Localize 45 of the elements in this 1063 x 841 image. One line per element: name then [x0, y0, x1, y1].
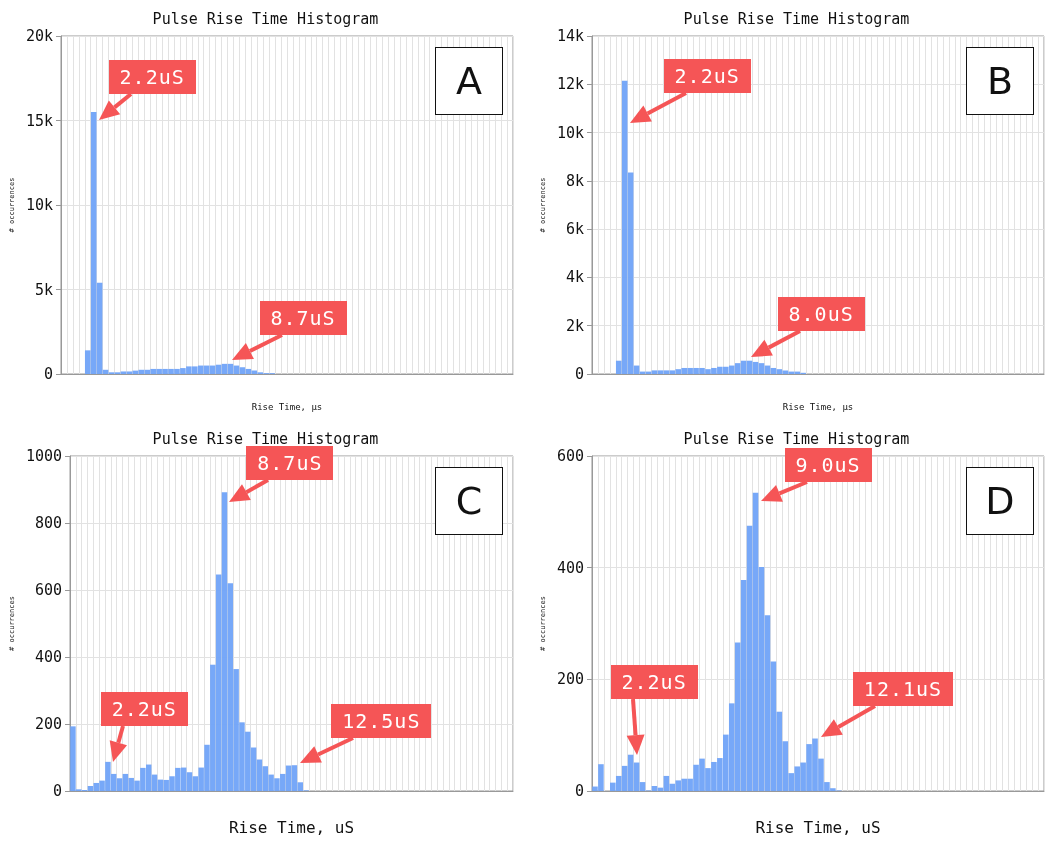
annotation: 9.0uS — [784, 447, 872, 482]
annotation: 8.7uS — [259, 300, 347, 335]
y-tick-label: 8k — [565, 171, 584, 190]
text: C — [435, 467, 503, 535]
annotation: 2.2uS — [108, 60, 196, 95]
chart-title: Pulse Rise Time Histogram — [683, 9, 910, 28]
chart-title: Pulse Rise Time Histogram — [683, 429, 910, 448]
y-tick-label: 0 — [574, 782, 584, 800]
y-tick-label: 400 — [34, 648, 63, 666]
annotation: 12.1uS — [852, 671, 953, 706]
y-tick-label: 10k — [25, 196, 53, 214]
y-tick-label: 14k — [556, 27, 584, 45]
text: A — [435, 47, 503, 115]
y-tick-label: 5k — [34, 280, 53, 299]
y-tick-label: 200 — [556, 670, 584, 689]
y-tick-label: 600 — [556, 447, 584, 465]
y-tick-label: 2k — [565, 316, 584, 335]
y-tick-label: 20k — [25, 27, 53, 45]
x-axis-title: Rise Time, uS — [755, 817, 881, 837]
y-tick-label: 200 — [34, 715, 63, 733]
annotation: 8.7uS — [246, 446, 334, 481]
text: B — [966, 47, 1034, 115]
annotation: 2.2uS — [663, 58, 751, 93]
y-tick-label: 4k — [565, 268, 584, 287]
x-axis-title: Rise Time, µs — [251, 401, 323, 412]
text: D — [966, 467, 1034, 535]
x-axis-title: Rise Time, µs — [782, 401, 854, 412]
annotation: 12.5uS — [331, 704, 432, 739]
y-tick-label: 6k — [565, 220, 584, 239]
y-tick-label: 10k — [556, 123, 584, 142]
y-tick-label: 0 — [52, 782, 63, 800]
annotation: 2.2uS — [610, 664, 698, 699]
y-tick-label: 0 — [43, 365, 53, 383]
y-tick-label: 800 — [34, 514, 63, 532]
x-axis-title: Rise Time, uS — [228, 817, 355, 837]
y-tick-label: 600 — [34, 581, 63, 599]
y-tick-label: 400 — [556, 558, 584, 577]
annotation: 8.0uS — [777, 296, 865, 331]
y-tick-label: 0 — [574, 365, 584, 383]
y-tick-label: 12k — [556, 75, 584, 94]
chart-title: Pulse Rise Time Histogram — [152, 9, 379, 28]
chart-title: Pulse Rise Time Histogram — [152, 429, 379, 448]
annotation: 2.2uS — [100, 691, 188, 726]
y-tick-label: 1000 — [25, 447, 63, 465]
y-tick-label: 15k — [25, 111, 53, 130]
